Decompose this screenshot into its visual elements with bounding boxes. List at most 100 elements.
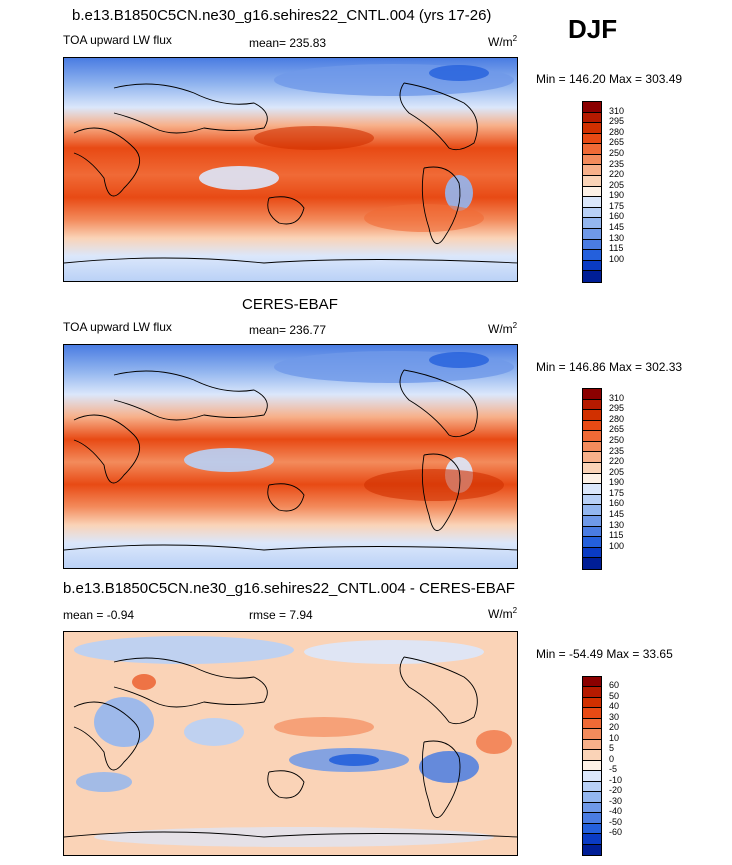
colorbar-box — [583, 834, 601, 845]
panel1-title: b.e13.B1850C5CN.ne30_g16.sehires22_CNTL.… — [72, 7, 492, 24]
panel1-map — [63, 57, 518, 282]
colorbar-box — [583, 802, 601, 814]
colorbar-label: 265 — [609, 424, 625, 435]
colorbar-label: 10 — [609, 732, 620, 743]
panel3-units: W/m2 — [488, 606, 518, 621]
panel3-title: b.e13.B1850C5CN.ne30_g16.sehires22_CNTL.… — [63, 580, 515, 597]
colorbar-box — [583, 781, 601, 793]
panel1-mean: mean= 235.83 — [249, 36, 327, 50]
colorbar-label: 310 — [609, 392, 625, 403]
colorbar-label: 50 — [609, 690, 620, 701]
colorbar-label: 250 — [609, 147, 625, 158]
colorbar-label: 5 — [609, 743, 615, 754]
panel3-map — [63, 631, 518, 856]
colorbar-box — [583, 463, 601, 474]
panel2-units: W/m2 — [488, 321, 518, 336]
colorbar-box — [583, 739, 601, 751]
colorbar-box — [583, 558, 601, 569]
panel3-rmse: rmse = 7.94 — [249, 608, 313, 622]
colorbar-box — [583, 844, 601, 855]
panel3-mean: mean = -0.94 — [63, 608, 135, 622]
panel3-minmax: Min = -54.49 Max = 33.65 — [536, 647, 673, 661]
panel2-variable: TOA upward LW flux — [63, 320, 172, 334]
colorbar-box — [583, 729, 601, 740]
colorbar-box — [583, 144, 601, 155]
colorbar-label: 175 — [609, 487, 625, 498]
colorbar-label: 100 — [609, 540, 625, 551]
season-label: DJF — [568, 14, 618, 44]
colorbar-box — [583, 697, 601, 709]
colorbar-label: 175 — [609, 200, 625, 211]
colorbar-box — [583, 399, 601, 411]
colorbar-box — [583, 207, 601, 219]
colorbar-box — [583, 452, 601, 464]
colorbar-label: 20 — [609, 722, 620, 733]
panel2-minmax: Min = 146.86 Max = 302.33 — [536, 360, 683, 374]
colorbar-box — [583, 239, 601, 251]
colorbar-box — [583, 102, 601, 113]
colorbar-label: 40 — [609, 701, 620, 712]
colorbar-label: -10 — [609, 774, 623, 785]
colorbar-box — [583, 197, 601, 208]
colorbar-label: 190 — [609, 190, 625, 201]
colorbar-label: 235 — [609, 445, 625, 456]
panel3-colorbar — [582, 676, 602, 856]
colorbar-box — [583, 677, 601, 688]
colorbar-label: 280 — [609, 126, 625, 137]
colorbar-box — [583, 410, 601, 421]
colorbar-label: 130 — [609, 232, 625, 243]
colorbar-box — [583, 750, 601, 761]
colorbar-label: -5 — [609, 764, 618, 775]
colorbar-label: 160 — [609, 211, 625, 222]
panel1-units: W/m2 — [488, 34, 518, 49]
colorbar-label: -40 — [609, 806, 623, 817]
colorbar-box — [583, 473, 601, 485]
colorbar-box — [583, 218, 601, 229]
colorbar-box — [583, 112, 601, 124]
colorbar-box — [583, 260, 601, 272]
colorbar-box — [583, 420, 601, 432]
colorbar-box — [583, 441, 601, 453]
colorbar-label: 250 — [609, 434, 625, 445]
colorbar-box — [583, 505, 601, 516]
colorbar-box — [583, 687, 601, 698]
colorbar-box — [583, 813, 601, 824]
colorbar-box — [583, 792, 601, 803]
colorbar-box — [583, 494, 601, 506]
colorbar-box — [583, 271, 601, 282]
panel2-title: CERES-EBAF — [242, 296, 338, 313]
panel2-map — [63, 344, 518, 569]
colorbar-box — [583, 718, 601, 730]
colorbar-label: 205 — [609, 179, 625, 190]
colorbar-label: 100 — [609, 253, 625, 264]
colorbar-label: 190 — [609, 477, 625, 488]
colorbar-box — [583, 154, 601, 166]
colorbar-box — [583, 133, 601, 145]
colorbar-label: 295 — [609, 403, 625, 414]
colorbar-label: 145 — [609, 509, 625, 520]
colorbar-label: 220 — [609, 169, 625, 180]
colorbar-label: 115 — [609, 243, 624, 254]
colorbar-label: 310 — [609, 105, 625, 116]
colorbar-label: -60 — [609, 827, 623, 838]
colorbar-label: 130 — [609, 519, 625, 530]
colorbar-label: 60 — [609, 680, 620, 691]
colorbar-box — [583, 176, 601, 187]
panel1-colorbar — [582, 101, 602, 283]
colorbar-box — [583, 389, 601, 400]
colorbar-label: 30 — [609, 711, 620, 722]
panel2-mean: mean= 236.77 — [249, 323, 327, 337]
colorbar-box — [583, 526, 601, 538]
colorbar-box — [583, 250, 601, 261]
colorbar-box — [583, 186, 601, 198]
colorbar-label: 235 — [609, 158, 625, 169]
colorbar-label: -50 — [609, 816, 623, 827]
colorbar-label: 220 — [609, 456, 625, 467]
colorbar-label: 160 — [609, 498, 625, 509]
colorbar-label: 280 — [609, 413, 625, 424]
colorbar-label: 0 — [609, 753, 615, 764]
colorbar-box — [583, 515, 601, 527]
colorbar-box — [583, 823, 601, 835]
colorbar-label: 115 — [609, 530, 624, 541]
colorbar-box — [583, 708, 601, 719]
